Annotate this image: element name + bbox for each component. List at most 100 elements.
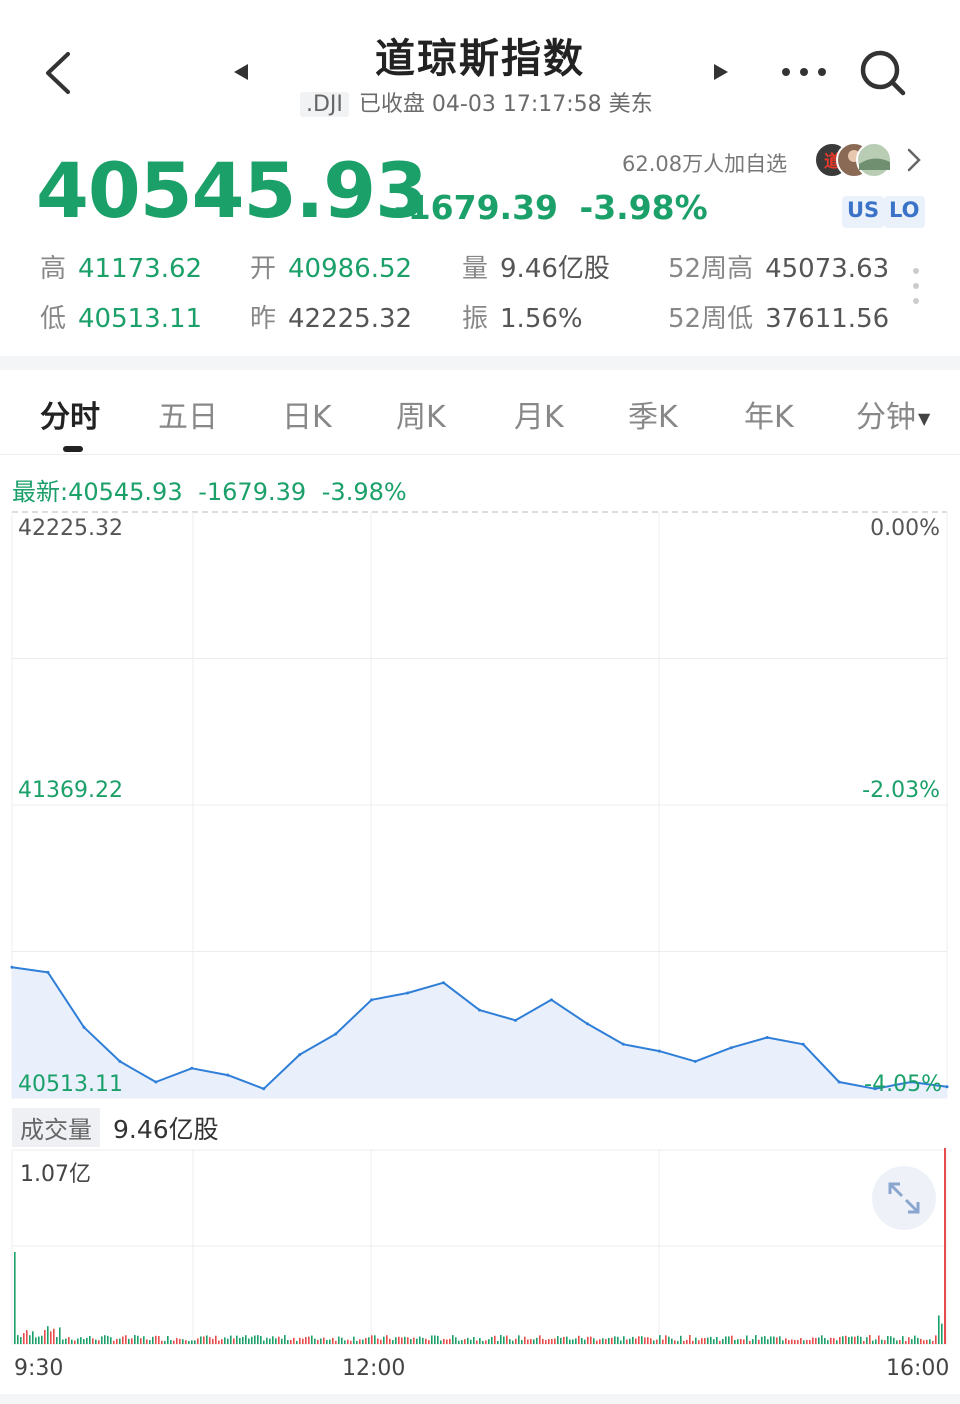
- volume-bar: [722, 1339, 724, 1344]
- ticker-code: .DJI: [300, 92, 349, 117]
- volume-bar: [35, 1337, 37, 1344]
- watchers-count[interactable]: 62.08万人加自选: [622, 152, 788, 176]
- volume-bar: [557, 1336, 559, 1344]
- volume-bar: [815, 1337, 817, 1344]
- volume-bar: [122, 1336, 124, 1344]
- volume-bar: [506, 1335, 508, 1344]
- price-point-11:15: [262, 1087, 266, 1091]
- volume-bar: [200, 1336, 202, 1344]
- tab-yearly-k[interactable]: 年K: [744, 400, 794, 435]
- volume-bar: [203, 1336, 205, 1344]
- volume-bar: [422, 1337, 424, 1344]
- volume-bar: [71, 1339, 73, 1344]
- volume-bar: [59, 1327, 61, 1344]
- volume-bar: [26, 1330, 28, 1344]
- fullscreen-button[interactable]: [872, 1166, 936, 1230]
- price-point-16:00: [945, 1085, 949, 1089]
- volume-bar: [884, 1340, 886, 1344]
- watcher-avatars[interactable]: 道: [812, 140, 894, 180]
- volume-bar: [146, 1339, 148, 1344]
- price-point-15:00: [801, 1042, 805, 1046]
- volume-bar: [293, 1337, 295, 1344]
- volume-bar: [389, 1338, 391, 1344]
- price-point-15:45: [909, 1080, 913, 1084]
- volume-bar: [752, 1339, 754, 1344]
- prev-index-icon[interactable]: [232, 62, 250, 82]
- bottom-separator: [0, 1394, 960, 1404]
- volume-bar: [155, 1335, 157, 1344]
- price-area-fill: [12, 967, 947, 1098]
- tab-monthly-k[interactable]: 月K: [514, 400, 564, 435]
- volume-bar: [86, 1338, 88, 1344]
- tab-intraday[interactable]: 分时: [40, 400, 100, 435]
- price-point-11:00: [226, 1073, 230, 1077]
- volume-bar: [482, 1340, 484, 1344]
- volume-bar: [731, 1335, 733, 1344]
- intraday-price-chart[interactable]: [0, 500, 960, 1100]
- section-separator: [0, 356, 960, 370]
- volume-bar: [236, 1335, 238, 1344]
- volume-chart: [11, 1148, 948, 1345]
- volume-bar: [878, 1335, 880, 1344]
- y-axis-mid-label: 41369.22: [18, 778, 123, 803]
- volume-bar: [383, 1336, 385, 1344]
- volume-grid: [11, 1149, 948, 1345]
- volume-bar: [56, 1337, 58, 1344]
- stat-value: 42225.32: [288, 304, 413, 334]
- volume-bar: [161, 1340, 163, 1344]
- volume-bar: [803, 1340, 805, 1344]
- volume-bar: [380, 1339, 382, 1344]
- pct-axis-top-label: 0.00%: [870, 516, 940, 541]
- volume-bar: [266, 1337, 268, 1344]
- volume-bar: [215, 1335, 217, 1344]
- next-index-icon[interactable]: [712, 62, 730, 82]
- tabs-divider: [0, 454, 960, 455]
- change-value: -1679.39: [394, 188, 559, 227]
- volume-bar: [497, 1340, 499, 1344]
- volume-bar: [602, 1338, 604, 1344]
- volume-bar: [518, 1335, 520, 1344]
- volume-bar: [776, 1337, 778, 1344]
- volume-bar: [350, 1340, 352, 1344]
- caret-down-icon: ▼: [918, 409, 931, 428]
- search-icon[interactable]: [856, 46, 908, 98]
- tab-quarterly-k[interactable]: 季K: [628, 400, 678, 435]
- volume-bar: [65, 1338, 67, 1344]
- tab-daily-k[interactable]: 日K: [282, 400, 332, 435]
- volume-bar: [824, 1337, 826, 1344]
- volume-bar: [908, 1337, 910, 1344]
- volume-bar: [635, 1338, 637, 1344]
- volume-bar: [845, 1335, 847, 1344]
- volume-bar: [527, 1339, 529, 1344]
- tab-weekly-k[interactable]: 周K: [396, 400, 446, 435]
- volume-bar: [746, 1335, 748, 1344]
- volume-bar: [119, 1338, 121, 1344]
- volume-bar: [563, 1336, 565, 1344]
- volume-bar: [740, 1338, 742, 1344]
- volume-bar: [515, 1338, 517, 1344]
- volume-bar: [641, 1336, 643, 1344]
- volume-bar: [29, 1335, 31, 1344]
- price-point-14:45: [765, 1035, 769, 1039]
- tab-minute[interactable]: 分钟 ▼: [856, 392, 930, 436]
- expand-stats-icon[interactable]: [912, 266, 920, 306]
- volume-bar: [686, 1339, 688, 1344]
- more-icon[interactable]: [780, 60, 830, 84]
- volume-bar: [299, 1337, 301, 1344]
- volume-bar: [626, 1339, 628, 1344]
- price-point-11:30: [298, 1053, 302, 1057]
- chevron-right-icon[interactable]: [904, 146, 924, 174]
- price-point-15:30: [873, 1087, 877, 1091]
- volume-bar: [764, 1336, 766, 1344]
- back-arrow-icon[interactable]: [40, 50, 80, 96]
- tab-5day[interactable]: 五日: [158, 400, 218, 435]
- volume-bar: [83, 1339, 85, 1344]
- volume-bar: [857, 1335, 859, 1344]
- volume-bar: [860, 1336, 862, 1344]
- volume-bar: [392, 1340, 394, 1344]
- volume-bar: [596, 1340, 598, 1344]
- volume-bar: [932, 1340, 934, 1344]
- volume-bar: [590, 1336, 592, 1344]
- volume-bar: [290, 1339, 292, 1344]
- price-point-12:45: [478, 1008, 481, 1012]
